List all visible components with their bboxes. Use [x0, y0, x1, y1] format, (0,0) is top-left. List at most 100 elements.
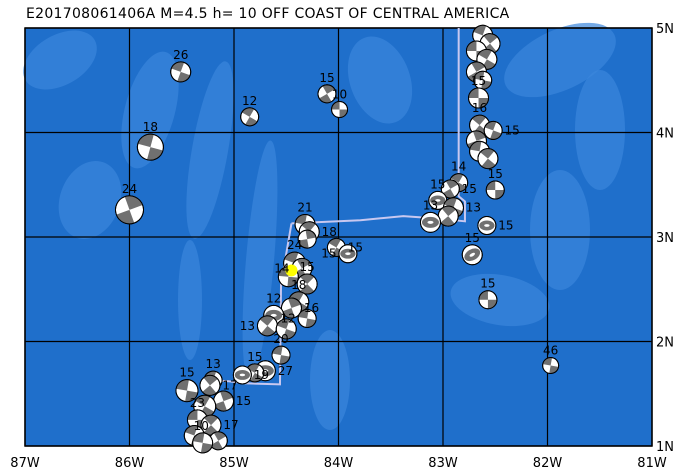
- seafloor-ridge: [178, 240, 202, 360]
- focal-mechanism-beachball[interactable]: [206, 428, 231, 453]
- depth-label: 18: [143, 120, 158, 134]
- depth-label: 14: [451, 160, 466, 174]
- focal-mechanism-beachball[interactable]: [168, 59, 194, 85]
- depth-label: 24: [122, 182, 137, 196]
- map-frame: [24, 27, 653, 447]
- depth-label: 13: [423, 198, 438, 212]
- focal-mechanism-beachball[interactable]: [459, 241, 486, 268]
- seafloor-ridge: [575, 70, 625, 190]
- depth-label: 16: [472, 101, 487, 115]
- depth-label: 15: [179, 366, 194, 380]
- map-title: E201708061406A M=4.5 h= 10 OFF COAST OF …: [26, 6, 510, 22]
- focal-mechanism-beachball[interactable]: [134, 131, 166, 163]
- focal-mechanism-beachball[interactable]: [237, 105, 262, 130]
- focal-mechanism-beachball[interactable]: [474, 145, 502, 173]
- focal-mechanism-beachball[interactable]: [271, 345, 292, 366]
- depth-label: 12: [242, 94, 257, 108]
- depth-label: 23: [190, 396, 205, 410]
- depth-label: 15: [471, 74, 486, 88]
- lat-tick-label: 1N: [656, 440, 674, 455]
- focal-mechanism-beachball[interactable]: [419, 211, 441, 233]
- focal-mechanism-beachball[interactable]: [297, 229, 318, 250]
- focal-mechanism-beachball[interactable]: [468, 87, 490, 109]
- depth-label: 26: [173, 48, 188, 62]
- depth-label: 21: [297, 200, 312, 214]
- focal-mechanism-beachball[interactable]: [338, 244, 358, 264]
- lat-tick-label: 3N: [656, 231, 674, 246]
- focal-mechanism-beachball[interactable]: [478, 290, 498, 310]
- focal-mechanism-beachball[interactable]: [232, 365, 252, 385]
- seafloor-ridge: [530, 170, 590, 290]
- seafloor-ridge: [23, 30, 97, 90]
- focal-mechanisms: [112, 24, 560, 454]
- seafloor-ridge: [450, 273, 550, 327]
- map-grid: [24, 27, 653, 447]
- seafloor-ridge: [58, 161, 122, 239]
- lon-tick-label: 85W: [219, 456, 249, 471]
- lon-tick-label: 83W: [428, 456, 458, 471]
- depth-label: 15: [348, 240, 363, 254]
- epicenter-marker: [285, 264, 298, 277]
- seafloor-ridge: [186, 61, 234, 239]
- focal-mechanism-beachball[interactable]: [315, 82, 340, 107]
- lon-tick-label: 87W: [10, 456, 40, 471]
- depth-label: 18: [291, 278, 306, 292]
- depth-label: 14: [274, 261, 289, 275]
- depth-label: 15: [465, 231, 480, 245]
- depth-label: 10: [332, 88, 347, 102]
- focal-mechanism-beachball[interactable]: [541, 356, 560, 375]
- focal-mechanism-beachball[interactable]: [196, 371, 224, 399]
- depth-label: 15: [236, 394, 251, 408]
- seafloor-ridge: [121, 51, 179, 169]
- focal-mechanism-beachball[interactable]: [293, 270, 321, 298]
- depth-label: 20: [273, 332, 288, 346]
- focal-mechanism-beachball[interactable]: [253, 312, 281, 340]
- lon-tick-label: 84W: [324, 456, 354, 471]
- depth-label: 15: [505, 123, 520, 137]
- focal-mechanism-beachball[interactable]: [485, 180, 505, 200]
- lon-tick-label: 81W: [637, 456, 667, 471]
- depth-label: 10: [194, 419, 209, 433]
- depth-label: 13: [205, 357, 220, 371]
- seafloor-ridge: [242, 140, 278, 380]
- depth-label: 13: [240, 319, 255, 333]
- depth-label: 17: [222, 378, 237, 392]
- depth-label: 13: [466, 201, 481, 215]
- lat-tick-label: 2N: [656, 336, 674, 351]
- depth-label: 19: [254, 368, 269, 382]
- depth-label: 15: [321, 247, 336, 261]
- focal-mechanism-beachball[interactable]: [297, 308, 318, 329]
- focal-mechanism-beachball[interactable]: [428, 190, 448, 210]
- depth-label: 18: [322, 225, 337, 239]
- lon-tick-label: 82W: [533, 456, 563, 471]
- depth-label: 15: [300, 260, 315, 274]
- lat-tick-label: 4N: [656, 127, 674, 142]
- depth-label: 16: [304, 301, 319, 315]
- depth-label: 15: [480, 277, 495, 291]
- depth-label: 27: [278, 364, 293, 378]
- focal-mechanism-beachball[interactable]: [482, 119, 505, 142]
- seafloor-ridge: [347, 36, 413, 124]
- depth-label: 15: [430, 177, 445, 191]
- seafloor-ridge: [310, 330, 350, 430]
- focal-mechanism-beachball[interactable]: [331, 101, 349, 119]
- lon-tick-label: 86W: [115, 456, 145, 471]
- depth-label: 17: [223, 418, 238, 432]
- depth-label: 46: [543, 344, 558, 358]
- depth-label: 12: [266, 291, 281, 305]
- depth-label: 12: [281, 312, 296, 326]
- focal-mechanism-beachball[interactable]: [112, 192, 148, 228]
- focal-mechanism-beachball[interactable]: [279, 295, 305, 321]
- depth-label: 15: [462, 182, 477, 196]
- focal-mechanism-beachball[interactable]: [477, 216, 497, 236]
- depth-label: 15: [498, 219, 513, 233]
- depth-label: 15: [247, 350, 262, 364]
- depth-label: 15: [319, 71, 334, 85]
- focal-mechanism-beachball[interactable]: [191, 431, 214, 454]
- focal-mechanism-beachball[interactable]: [273, 316, 299, 342]
- depth-label: 24: [287, 238, 302, 252]
- focal-mechanism-beachball[interactable]: [174, 378, 199, 403]
- focal-mechanism-beachball[interactable]: [211, 388, 237, 414]
